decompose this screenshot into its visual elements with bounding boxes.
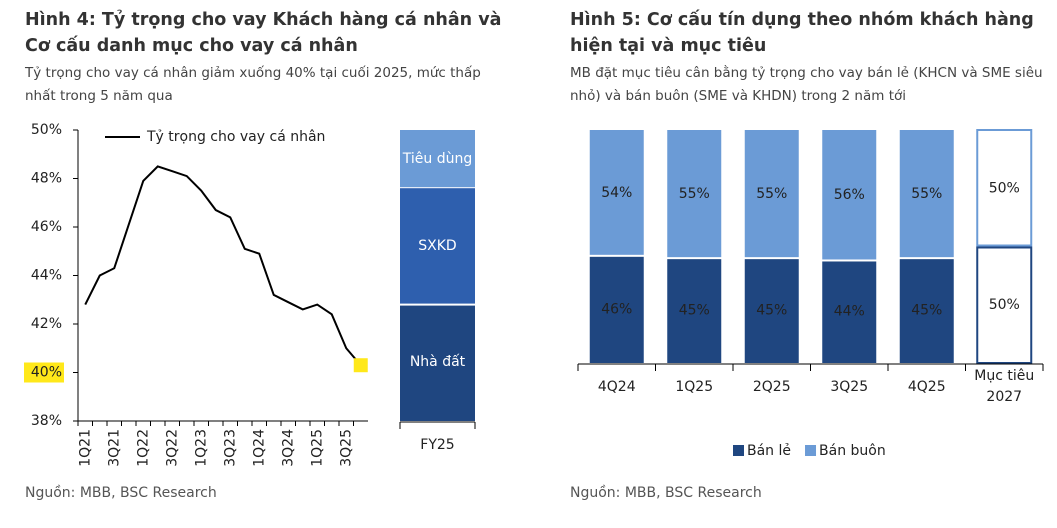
legend-label: Bán buôn (819, 443, 886, 459)
figure-title: Hình 5: Cơ cấu tín dụng theo nhóm khách … (570, 10, 1034, 56)
x-tick-label: 2Q25 (752, 378, 791, 395)
x-tick-label: FY25 (420, 436, 455, 453)
y-tick-label: 44% (31, 268, 62, 284)
x-tick-label: 1Q25 (675, 378, 714, 395)
value-label: 55% (756, 186, 787, 202)
x-tick-label: 4Q25 (907, 378, 946, 395)
figure-subtitle: MB đặt mục tiêu cân bằng tỷ trọng cho va… (570, 65, 1043, 104)
value-label: 45% (911, 303, 942, 319)
segment-label: SXKD (418, 237, 457, 254)
segment-label-box: Nhà đất (409, 354, 466, 371)
segment-label-box: Tiêu dùng (402, 150, 473, 167)
x-tick-label-box: 2Q25 (752, 378, 791, 395)
value-label: 45% (756, 303, 787, 319)
x-tick-label: Mục tiêu 2027 (974, 368, 1035, 405)
segment-label-box: SXKD (418, 237, 457, 254)
legend-label: Bán lẻ (747, 443, 791, 459)
x-tick-label-box: 4Q24 (597, 378, 636, 395)
value-label: 50% (989, 297, 1020, 313)
bar-segment (400, 188, 475, 304)
segment-label: Tiêu dùng (402, 150, 473, 167)
x-tick-label-box: FY25 (420, 436, 455, 453)
x-tick-label: 1Q23 (193, 429, 209, 467)
value-label: 56% (834, 187, 865, 203)
x-tick-label-box: 1Q25 (675, 378, 714, 395)
x-tick-label: 3Q25 (338, 429, 354, 467)
value-label: 54% (601, 185, 632, 201)
legend-swatch (733, 445, 744, 456)
bar-segment (744, 130, 799, 258)
x-tick-label: 1Q22 (135, 429, 151, 467)
bar-segment (667, 130, 722, 258)
y-tick-label: 48% (31, 171, 62, 187)
value-label: 44% (834, 304, 865, 320)
x-tick-label-box: Mục tiêu 2027 (974, 368, 1035, 405)
source: Nguồn: MBB, BSC Research (25, 485, 217, 501)
bar-segment (822, 261, 877, 363)
x-tick-label: 3Q21 (106, 429, 122, 467)
y-tick-label: 50% (31, 122, 62, 138)
value-label: 46% (601, 301, 632, 317)
x-tick-label: 1Q25 (309, 429, 325, 467)
bar-segment (589, 130, 644, 255)
bar-segment (899, 130, 954, 258)
segment-label: Nhà đất (409, 354, 466, 371)
legend-swatch (805, 445, 817, 456)
source: Nguồn: MBB, BSC Research (570, 485, 762, 501)
legend-label: Tỷ trọng cho vay cá nhân (146, 129, 325, 145)
x-tick-label: 3Q24 (280, 429, 296, 467)
x-tick-label: 1Q24 (251, 429, 267, 467)
bar-segment (589, 256, 644, 363)
value-label: 45% (679, 303, 710, 319)
bar-segment (744, 259, 799, 363)
bar-segment (400, 130, 475, 188)
x-tick-label-box: 3Q25 (830, 378, 869, 395)
bar-segment (899, 259, 954, 363)
bar-segment (667, 259, 722, 363)
x-tick-label-box: 4Q25 (907, 378, 946, 395)
x-tick-label: 3Q23 (222, 429, 238, 467)
figure-subtitle: Tỷ trọng cho vay cá nhân giảm xuống 40% … (25, 65, 481, 104)
bar-segment (822, 130, 877, 260)
x-tick-label: 3Q25 (830, 378, 869, 395)
value-label: 55% (679, 186, 710, 202)
x-tick-label: 1Q21 (77, 429, 93, 467)
figure-title: Hình 4: Tỷ trọng cho vay Khách hàng cá n… (25, 10, 502, 56)
bar-segment (400, 305, 475, 421)
y-tick-label: 38% (31, 413, 62, 429)
bar-segment (976, 129, 1033, 247)
y-tick-label: 42% (31, 316, 62, 332)
value-label: 55% (911, 186, 942, 202)
bar-segment (976, 246, 1033, 364)
x-tick-label: 3Q22 (164, 429, 180, 467)
y-tick-label: 46% (31, 219, 62, 235)
line (84, 165, 362, 366)
tick-highlight (24, 362, 64, 383)
x-tick-label: 4Q24 (597, 378, 636, 395)
value-label: 50% (989, 180, 1020, 196)
y-tick-label: 40% (31, 365, 62, 381)
end-marker (353, 358, 368, 373)
